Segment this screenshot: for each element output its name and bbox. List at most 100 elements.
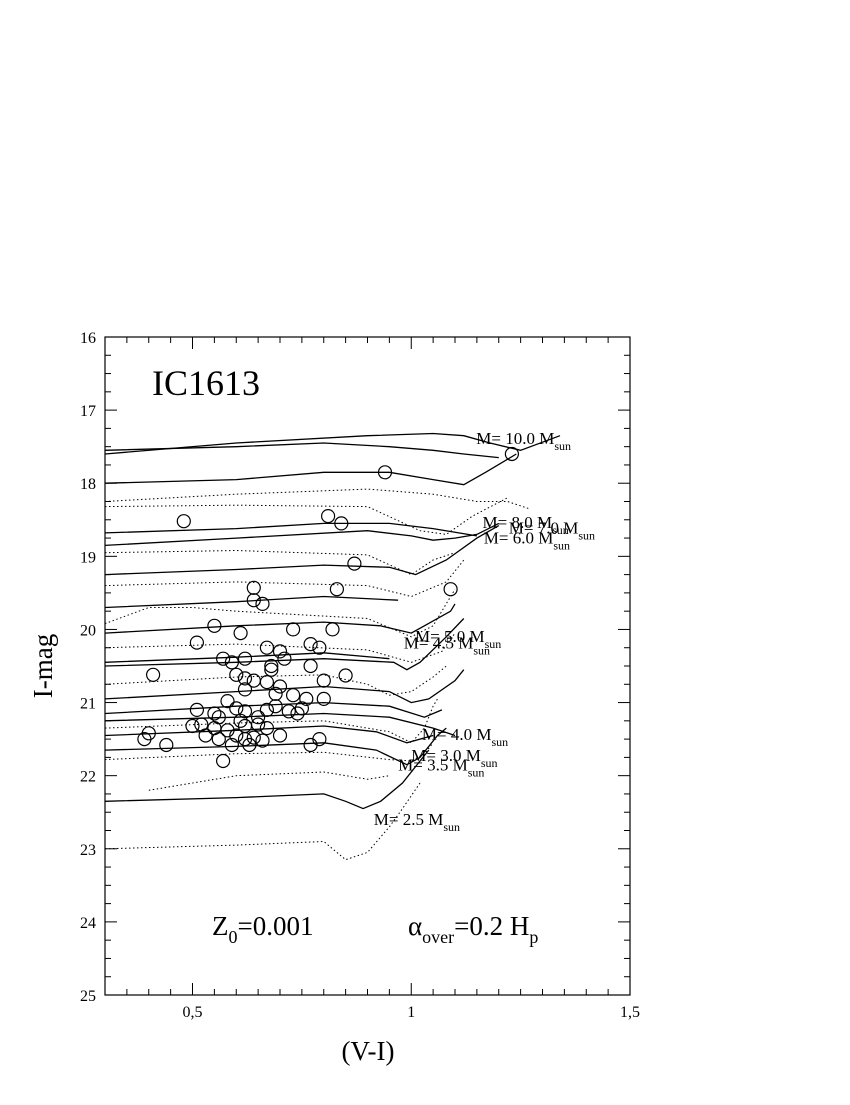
data-point — [259, 720, 274, 736]
data-point — [237, 671, 253, 686]
data-points — [137, 446, 519, 769]
track-line-solid — [104, 453, 517, 486]
track-label: M= 7.0 Msun — [509, 518, 595, 542]
data-point — [255, 733, 270, 748]
metallicity-symbol: Z — [212, 911, 229, 941]
data-point — [312, 640, 327, 655]
data-point — [347, 556, 362, 571]
data-point — [207, 706, 222, 721]
x-tick-label: 1,5 — [620, 1004, 640, 1021]
track-label: M= 4.0 Msun — [422, 725, 508, 749]
data-point — [229, 667, 244, 682]
chart-title: IC1613 — [152, 363, 260, 403]
data-point — [312, 731, 327, 747]
track-line-solid — [104, 522, 478, 537]
overshoot-value: =0.2 H — [454, 911, 529, 941]
x-axis-label: (V-I) — [342, 1036, 395, 1066]
track-label: M= 4.5 Msun — [404, 633, 490, 657]
data-point — [338, 668, 353, 683]
data-point — [268, 699, 283, 714]
data-point — [277, 651, 292, 666]
data-point — [229, 728, 244, 743]
data-point — [321, 508, 336, 524]
data-point — [229, 701, 244, 716]
data-point — [141, 726, 156, 741]
track-label-subscript: sun — [468, 765, 485, 779]
track-line-dotted — [104, 782, 421, 861]
track-line-solid — [104, 442, 499, 459]
data-point — [237, 651, 253, 666]
track-line-solid — [104, 603, 456, 634]
data-point — [316, 691, 331, 707]
track-line-solid — [104, 595, 399, 609]
track-label: M= 10.0 Msun — [476, 429, 571, 453]
data-point — [303, 658, 318, 674]
overshoot-subscript-p: p — [529, 927, 538, 947]
y-tick-label: 17 — [80, 403, 96, 420]
track-line-dotted — [104, 742, 434, 762]
x-tick-label: 0,5 — [183, 1004, 203, 1021]
y-tick-label: 24 — [80, 915, 96, 932]
data-point — [334, 516, 349, 531]
data-point — [198, 728, 213, 743]
data-point — [224, 655, 239, 670]
overshoot-annotation: αover=0.2 Hp — [408, 911, 538, 947]
data-point — [259, 702, 274, 718]
track-line-solid — [104, 525, 500, 576]
track-line-solid — [104, 652, 390, 663]
track-line-dotted — [104, 559, 465, 598]
track-line-solid — [104, 669, 465, 704]
track-label: M= 2.5 Msun — [374, 810, 460, 834]
data-point — [237, 704, 253, 719]
data-point — [377, 465, 393, 480]
data-point — [159, 737, 174, 753]
track-line-dotted — [104, 549, 456, 576]
data-point — [259, 640, 274, 655]
metallicity-value: =0.001 — [238, 911, 314, 941]
y-tick-label: 18 — [80, 476, 96, 493]
track-line-dotted — [104, 588, 456, 638]
track-line-dotted — [104, 632, 456, 663]
track-label-subscript: sun — [553, 539, 570, 553]
data-point — [216, 753, 231, 769]
data-point — [281, 704, 296, 719]
tick-labels: 16 17 18 19 20 21 22 23 24 25 0,5 1 1,5 — [80, 330, 640, 1021]
y-tick-label: 20 — [80, 622, 96, 639]
y-tick-label: 23 — [80, 842, 96, 859]
y-tick-label: 16 — [80, 330, 96, 347]
track-line-solid — [104, 727, 447, 766]
data-point — [246, 580, 261, 595]
y-tick-label: 22 — [80, 769, 96, 786]
data-point — [504, 446, 519, 462]
data-point — [329, 582, 344, 597]
data-point — [259, 674, 274, 690]
track-label-subscript: sun — [552, 523, 569, 537]
track-line-dotted — [104, 665, 447, 696]
data-point — [246, 730, 261, 745]
data-point — [286, 688, 301, 703]
data-point — [443, 582, 458, 597]
data-point — [251, 710, 266, 725]
track-line-dotted — [104, 488, 530, 510]
data-point — [290, 706, 305, 721]
track-label-mass: M= 3.5 M — [398, 755, 468, 774]
data-point — [246, 593, 261, 608]
track-label-mass: M= 7.0 M — [509, 518, 579, 537]
data-point — [189, 702, 204, 718]
track-label-mass: M= 6.0 M — [484, 529, 554, 548]
track-label-mass: M= 2.5 M — [374, 810, 444, 829]
data-point — [176, 514, 191, 529]
track-label-subscript: sun — [491, 735, 508, 749]
track-line-dotted — [148, 771, 390, 791]
y-tick-label: 25 — [80, 988, 96, 1005]
track-label-mass: M= 5.0 M — [415, 627, 485, 646]
data-point — [264, 662, 279, 677]
data-point — [294, 701, 309, 716]
data-point — [303, 737, 318, 753]
data-point — [237, 682, 253, 697]
data-point — [220, 693, 235, 709]
track-label-mass: M= 4.5 M — [404, 633, 474, 652]
track-label-subscript: sun — [485, 637, 502, 651]
